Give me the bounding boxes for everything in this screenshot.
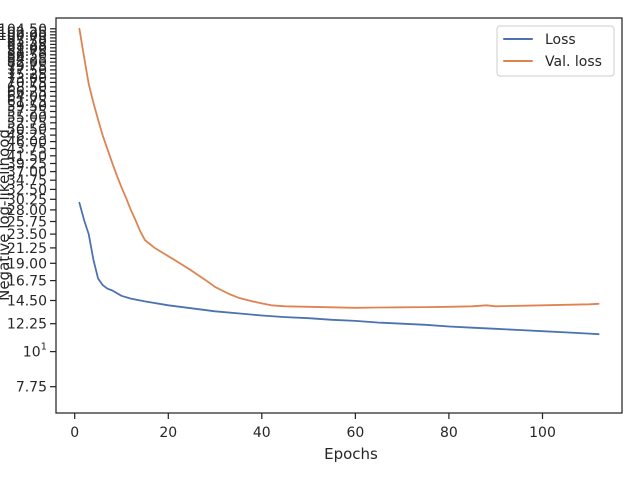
legend-label-loss: Loss [545, 32, 576, 48]
y-tick-label: 32.50 [7, 182, 47, 198]
x-tick-label: 40 [253, 425, 271, 441]
y-tick-label: 75.25 [7, 67, 47, 83]
y-tick-label: 55.00 [7, 110, 47, 126]
y-tick-label: 102.25 [0, 25, 47, 41]
x-tick-label: 80 [440, 425, 458, 441]
series-line-loss [78, 201, 600, 336]
y-tick-label: 25.75 [7, 215, 47, 231]
y-tick-label: 86.50 [7, 48, 47, 64]
y-tick-label: 21.25 [7, 241, 47, 257]
y-tick-label: 100.00 [0, 28, 47, 44]
y-tick-label: 70.75 [7, 75, 47, 91]
y-tick-label: 82.00 [7, 55, 47, 71]
y-tick-label: 14.50 [7, 294, 47, 310]
y-tick-label: 37.00 [7, 165, 47, 181]
series-line-val-loss [78, 27, 600, 309]
y-tick-label: 30.25 [7, 192, 47, 208]
y-tick-label: 73.00 [7, 71, 47, 87]
y-tick-label: 61.75 [7, 94, 47, 110]
y-tick-label: 77.50 [7, 63, 47, 79]
y-tick-label: 59.50 [7, 99, 47, 115]
lines-layer [78, 27, 600, 336]
y-tick-label: 7.75 [16, 380, 47, 396]
axes-frame [55, 17, 623, 414]
y-tick-label: 97.75 [7, 31, 47, 47]
legend-label-val-loss: Val. loss [545, 54, 602, 70]
y-tick-label: 57.25 [7, 105, 47, 121]
y-tick-label: 52.75 [7, 116, 47, 132]
y-tick-label: 50.50 [7, 122, 47, 138]
y-tick-label: 68.50 [7, 80, 47, 96]
y-axis-label: Negative log-likelihood [0, 129, 13, 301]
y-tick-label: 104.50 [0, 22, 47, 38]
x-tick-label: 20 [159, 425, 177, 441]
y-tick-label: 93.25 [7, 37, 47, 53]
x-axis-label: Epochs [324, 445, 378, 463]
x-tick-label: 60 [346, 425, 364, 441]
legend: Loss Val. loss [496, 25, 615, 77]
y-tick-label: 95.50 [7, 34, 47, 50]
y-tick-label: 91.00 [7, 41, 47, 57]
y-tick-label: 66.25 [7, 85, 47, 101]
y-tick-label: 43.75 [7, 142, 47, 158]
y-tick-label: 19.00 [7, 256, 47, 272]
y-tick-label: 28.00 [7, 203, 47, 219]
x-tick-label: 0 [70, 425, 79, 441]
y-tick-label: 84.25 [7, 51, 47, 67]
y-tick-label: 16.75 [7, 274, 47, 290]
y-tick-label: 12.25 [7, 317, 47, 333]
y-tick-label: 48.25 [7, 128, 47, 144]
y-tick-label: 79.75 [7, 59, 47, 75]
y-tick-label: 23.50 [7, 227, 47, 243]
y-tick-label: 64.00 [7, 89, 47, 105]
y-tick-label: 41.50 [7, 149, 47, 165]
y-tick-label: 46.00 [7, 135, 47, 151]
x-tick-label: 100 [529, 425, 556, 441]
y-tick-label: 88.75 [7, 44, 47, 60]
y-tick-label: 39.25 [7, 157, 47, 173]
y-tick-label: 34.75 [7, 173, 47, 189]
